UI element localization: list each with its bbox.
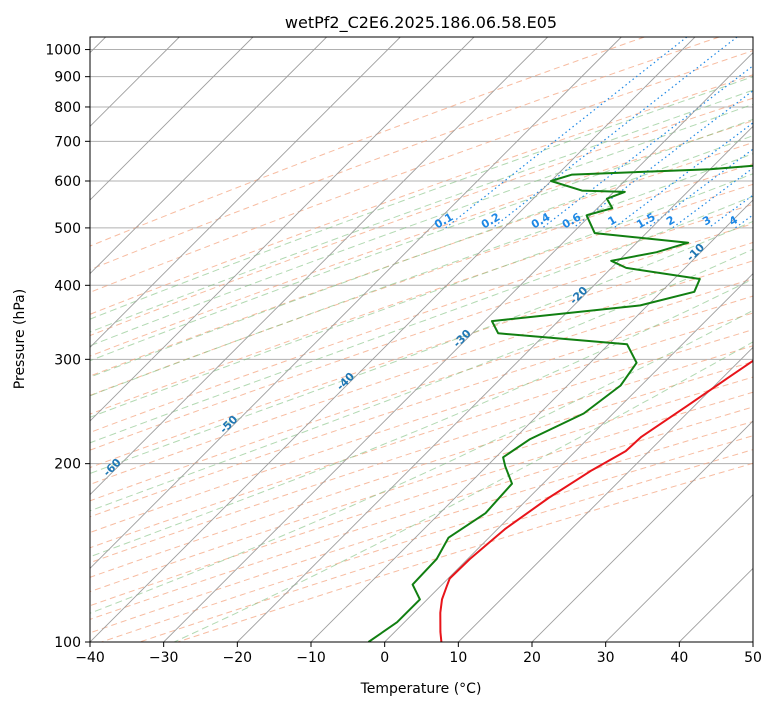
y-tick-label: 500 (54, 221, 81, 237)
y-axis-label: Pressure (hPa) (12, 289, 28, 389)
mixing-ratio-line (492, 37, 738, 229)
moist-adiabat (90, 89, 753, 333)
pressure-gridlines (90, 49, 753, 642)
y-tick-label: 900 (54, 70, 81, 86)
y-tick-label: 200 (54, 457, 81, 473)
x-tick-label: 30 (597, 650, 615, 666)
isotherm-line (531, 420, 753, 642)
isotherm-line (90, 37, 475, 422)
y-tick-label: 800 (54, 100, 81, 116)
isotherm-line (90, 37, 327, 275)
mixing-ratio-line (672, 167, 753, 229)
y-tick-label: 1000 (45, 43, 81, 59)
dry-adiabat (90, 391, 753, 607)
moist-adiabat (90, 76, 753, 320)
mixing-ratio-line (647, 148, 753, 229)
moist-adiabat (173, 341, 753, 642)
isotherm-line (605, 494, 753, 642)
dry-adiabat (90, 183, 753, 415)
moist-adiabat (90, 103, 753, 347)
mixing-ratio-line (445, 37, 688, 229)
plot-area: 0.10.20.40.611.52346810131620253036-100-… (90, 37, 753, 642)
plot-frame (89, 36, 754, 643)
dry-adiabat (90, 223, 753, 451)
isotherm-line (90, 37, 696, 642)
isotherm-line (163, 52, 753, 642)
x-tick-label: 20 (523, 650, 541, 666)
x-axis-label: Temperature (°C) (360, 681, 482, 697)
moist-adiabat (90, 278, 753, 558)
isotherm-line (90, 37, 548, 496)
y-tick-label: 700 (54, 134, 81, 150)
chart-title: wetPf2_C2E6.2025.186.06.58.E05 (285, 13, 557, 33)
x-tick-label: −30 (149, 650, 179, 666)
isotherm-line (310, 199, 753, 642)
moist-adiabat (90, 153, 753, 397)
y-tick-label: 400 (54, 278, 81, 294)
x-tick-label: 40 (670, 650, 688, 666)
x-tick-label: 0 (380, 650, 389, 666)
dry-adiabat (90, 329, 753, 549)
isotherm-line (237, 125, 753, 642)
temperature-profile-line (439, 359, 753, 642)
moist-adiabat (90, 309, 753, 614)
dry-adiabat (90, 278, 753, 502)
isotherm-line (90, 37, 401, 348)
isotherm-line (384, 273, 753, 642)
dewpoint-profile-line (367, 164, 753, 642)
axes: −40 −30 −20 −10 0 10 20 30 40 50 100 200 300 400 500 60… (45, 43, 762, 666)
mixing-ratio-line (572, 89, 753, 229)
y-tick-label: 600 (54, 174, 81, 190)
x-tick-label: −10 (296, 650, 326, 666)
y-tick-label: 300 (54, 352, 81, 368)
dry-adiabat (90, 97, 753, 337)
isotherm-line (458, 346, 753, 642)
x-tick-label: −40 (75, 650, 105, 666)
x-tick-label: −20 (223, 650, 253, 666)
x-tick-label: 50 (744, 650, 762, 666)
dry-adiabat (90, 312, 753, 534)
dry-adiabat (90, 361, 753, 578)
moist-adiabats (90, 76, 753, 642)
x-tick-label: 10 (449, 650, 467, 666)
dry-adiabat (90, 74, 753, 315)
dry-adiabat (90, 50, 753, 293)
profile-series (367, 164, 753, 642)
dry-adiabat (90, 37, 645, 247)
mixing-ratio-lines (445, 37, 753, 229)
y-tick-label: 100 (54, 635, 81, 651)
isotherm-line (90, 37, 254, 201)
moist-adiabat (90, 135, 753, 378)
isotherm-line (90, 37, 622, 569)
skewed-isotherms (90, 37, 753, 642)
dry-adiabat (90, 163, 753, 396)
